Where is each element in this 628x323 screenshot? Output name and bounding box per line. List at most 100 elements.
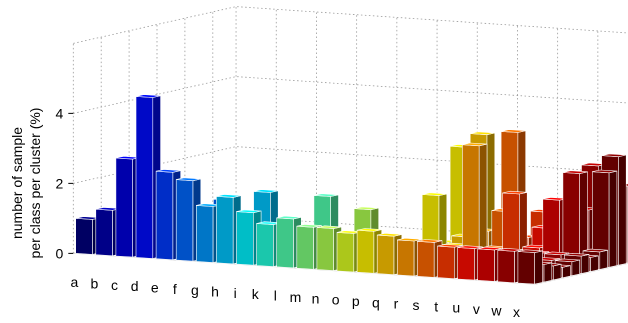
bar-face-top	[497, 248, 523, 252]
bar-face-top	[517, 249, 543, 253]
bar-face-front	[437, 245, 455, 280]
bar-face-side	[478, 143, 488, 262]
bar-face-front	[236, 211, 254, 266]
x-tick-label-x: x	[513, 304, 520, 320]
bar-face-side	[599, 249, 608, 270]
bar-w-7	[562, 170, 588, 269]
bar-r-7	[462, 142, 488, 262]
bar-face-top	[592, 169, 617, 174]
bar-face-top	[357, 228, 382, 232]
bar-face-front	[95, 208, 113, 257]
bar-face-top	[582, 248, 608, 253]
bar-face-side	[608, 170, 618, 268]
bar-face-top	[316, 225, 342, 229]
bar-face-top	[276, 215, 302, 220]
bar-face-top	[501, 129, 526, 133]
bar-face-front	[356, 229, 375, 274]
x-tick-label-u: u	[452, 300, 460, 316]
bar-face-front	[196, 205, 214, 263]
bar-face-front	[135, 96, 154, 259]
bar-face-top	[470, 131, 495, 136]
bar-face-side	[618, 154, 627, 266]
x-tick-label-w: w	[490, 302, 502, 318]
x-tick-label-l: l	[274, 288, 277, 304]
bar-face-front	[256, 223, 274, 267]
bar-face-side	[580, 254, 590, 274]
bar-face-front	[517, 251, 536, 285]
bar-face-front	[316, 227, 335, 271]
bar-face-top	[236, 209, 262, 214]
bar-face-top	[354, 206, 379, 211]
bar-face-front	[336, 232, 355, 273]
bar-face-front	[216, 195, 234, 265]
chart-tick-labels: 0 2 4 a b c d e f g h i k l m n o p q r s t u v w x	[56, 105, 521, 319]
z-tick-label: 2	[56, 175, 64, 191]
x-tick-label-b: b	[91, 275, 99, 291]
bar-face-top	[437, 244, 463, 248]
bar-face-top	[564, 252, 590, 257]
bar-w-0	[497, 248, 523, 284]
chart-axis-titles: number of sample per class per cluster (…	[9, 108, 43, 259]
bar-face-side	[534, 250, 543, 285]
bar-face-front	[457, 247, 475, 281]
x-tick-label-d: d	[131, 278, 139, 294]
bar-face-top	[216, 194, 242, 198]
bar-x-8	[591, 169, 618, 268]
z-tick-label: 4	[56, 105, 64, 121]
bar-face-top	[555, 258, 580, 263]
x-tick-label-q: q	[372, 294, 380, 310]
bar-face-top	[176, 177, 201, 182]
x-tick-label-m: m	[290, 289, 302, 305]
bar-face-front	[75, 217, 93, 255]
bar-face-front	[376, 234, 395, 276]
z-axis-title-line-1: number of sample	[9, 127, 25, 239]
x-tick-label-i: i	[234, 285, 237, 301]
bar-face-top	[477, 246, 503, 251]
bar-face-front	[155, 170, 174, 261]
bar-face-front	[175, 179, 194, 262]
bar-face-top	[544, 251, 569, 256]
x-tick-label-s: s	[413, 297, 420, 313]
bar-face-top	[296, 224, 322, 228]
bar-face-side	[571, 259, 581, 277]
x-tick-label-c: c	[111, 277, 118, 293]
x-tick-label-h: h	[211, 284, 219, 300]
bar-face-top	[422, 192, 447, 196]
z-axis-title-line-2: per class per cluster (%)	[27, 108, 43, 259]
chart-bars	[75, 94, 628, 285]
bar-face-front	[462, 144, 480, 262]
bar-x-0	[517, 249, 543, 285]
z-tick-label: 0	[56, 245, 64, 261]
x-tick-label-n: n	[312, 290, 320, 306]
bar-face-top	[253, 189, 279, 193]
x-tick-label-t: t	[434, 298, 438, 314]
bar-face-front	[276, 217, 294, 269]
bar-face-front	[296, 225, 314, 270]
x-tick-label-p: p	[352, 293, 360, 309]
x-tick-label-g: g	[191, 282, 199, 298]
x-tick-label-k: k	[252, 286, 260, 302]
bar-face-top	[601, 153, 627, 158]
bar-face-top	[562, 170, 588, 174]
x-tick-label-r: r	[394, 296, 399, 312]
bar-t-7	[502, 190, 528, 265]
bar-face-front	[115, 157, 133, 258]
bar-face-front	[477, 248, 495, 282]
x-tick-label-f: f	[173, 281, 177, 297]
bar-face-top	[417, 239, 443, 243]
x-tick-label-a: a	[70, 274, 78, 290]
bar-face-top	[457, 245, 483, 249]
x-tick-label-o: o	[332, 292, 340, 308]
bar-face-top	[377, 232, 402, 237]
x-tick-label-e: e	[151, 279, 159, 295]
bar-face-front	[417, 240, 435, 278]
bar-face-top	[462, 142, 488, 147]
bar-face-front	[396, 239, 415, 277]
bar-face-top	[313, 193, 339, 197]
bar-face-side	[590, 255, 599, 272]
bar-face-side	[552, 263, 562, 281]
bar-face-top	[156, 169, 181, 173]
bar-face-side	[562, 265, 571, 279]
bar-face-top	[502, 190, 528, 195]
